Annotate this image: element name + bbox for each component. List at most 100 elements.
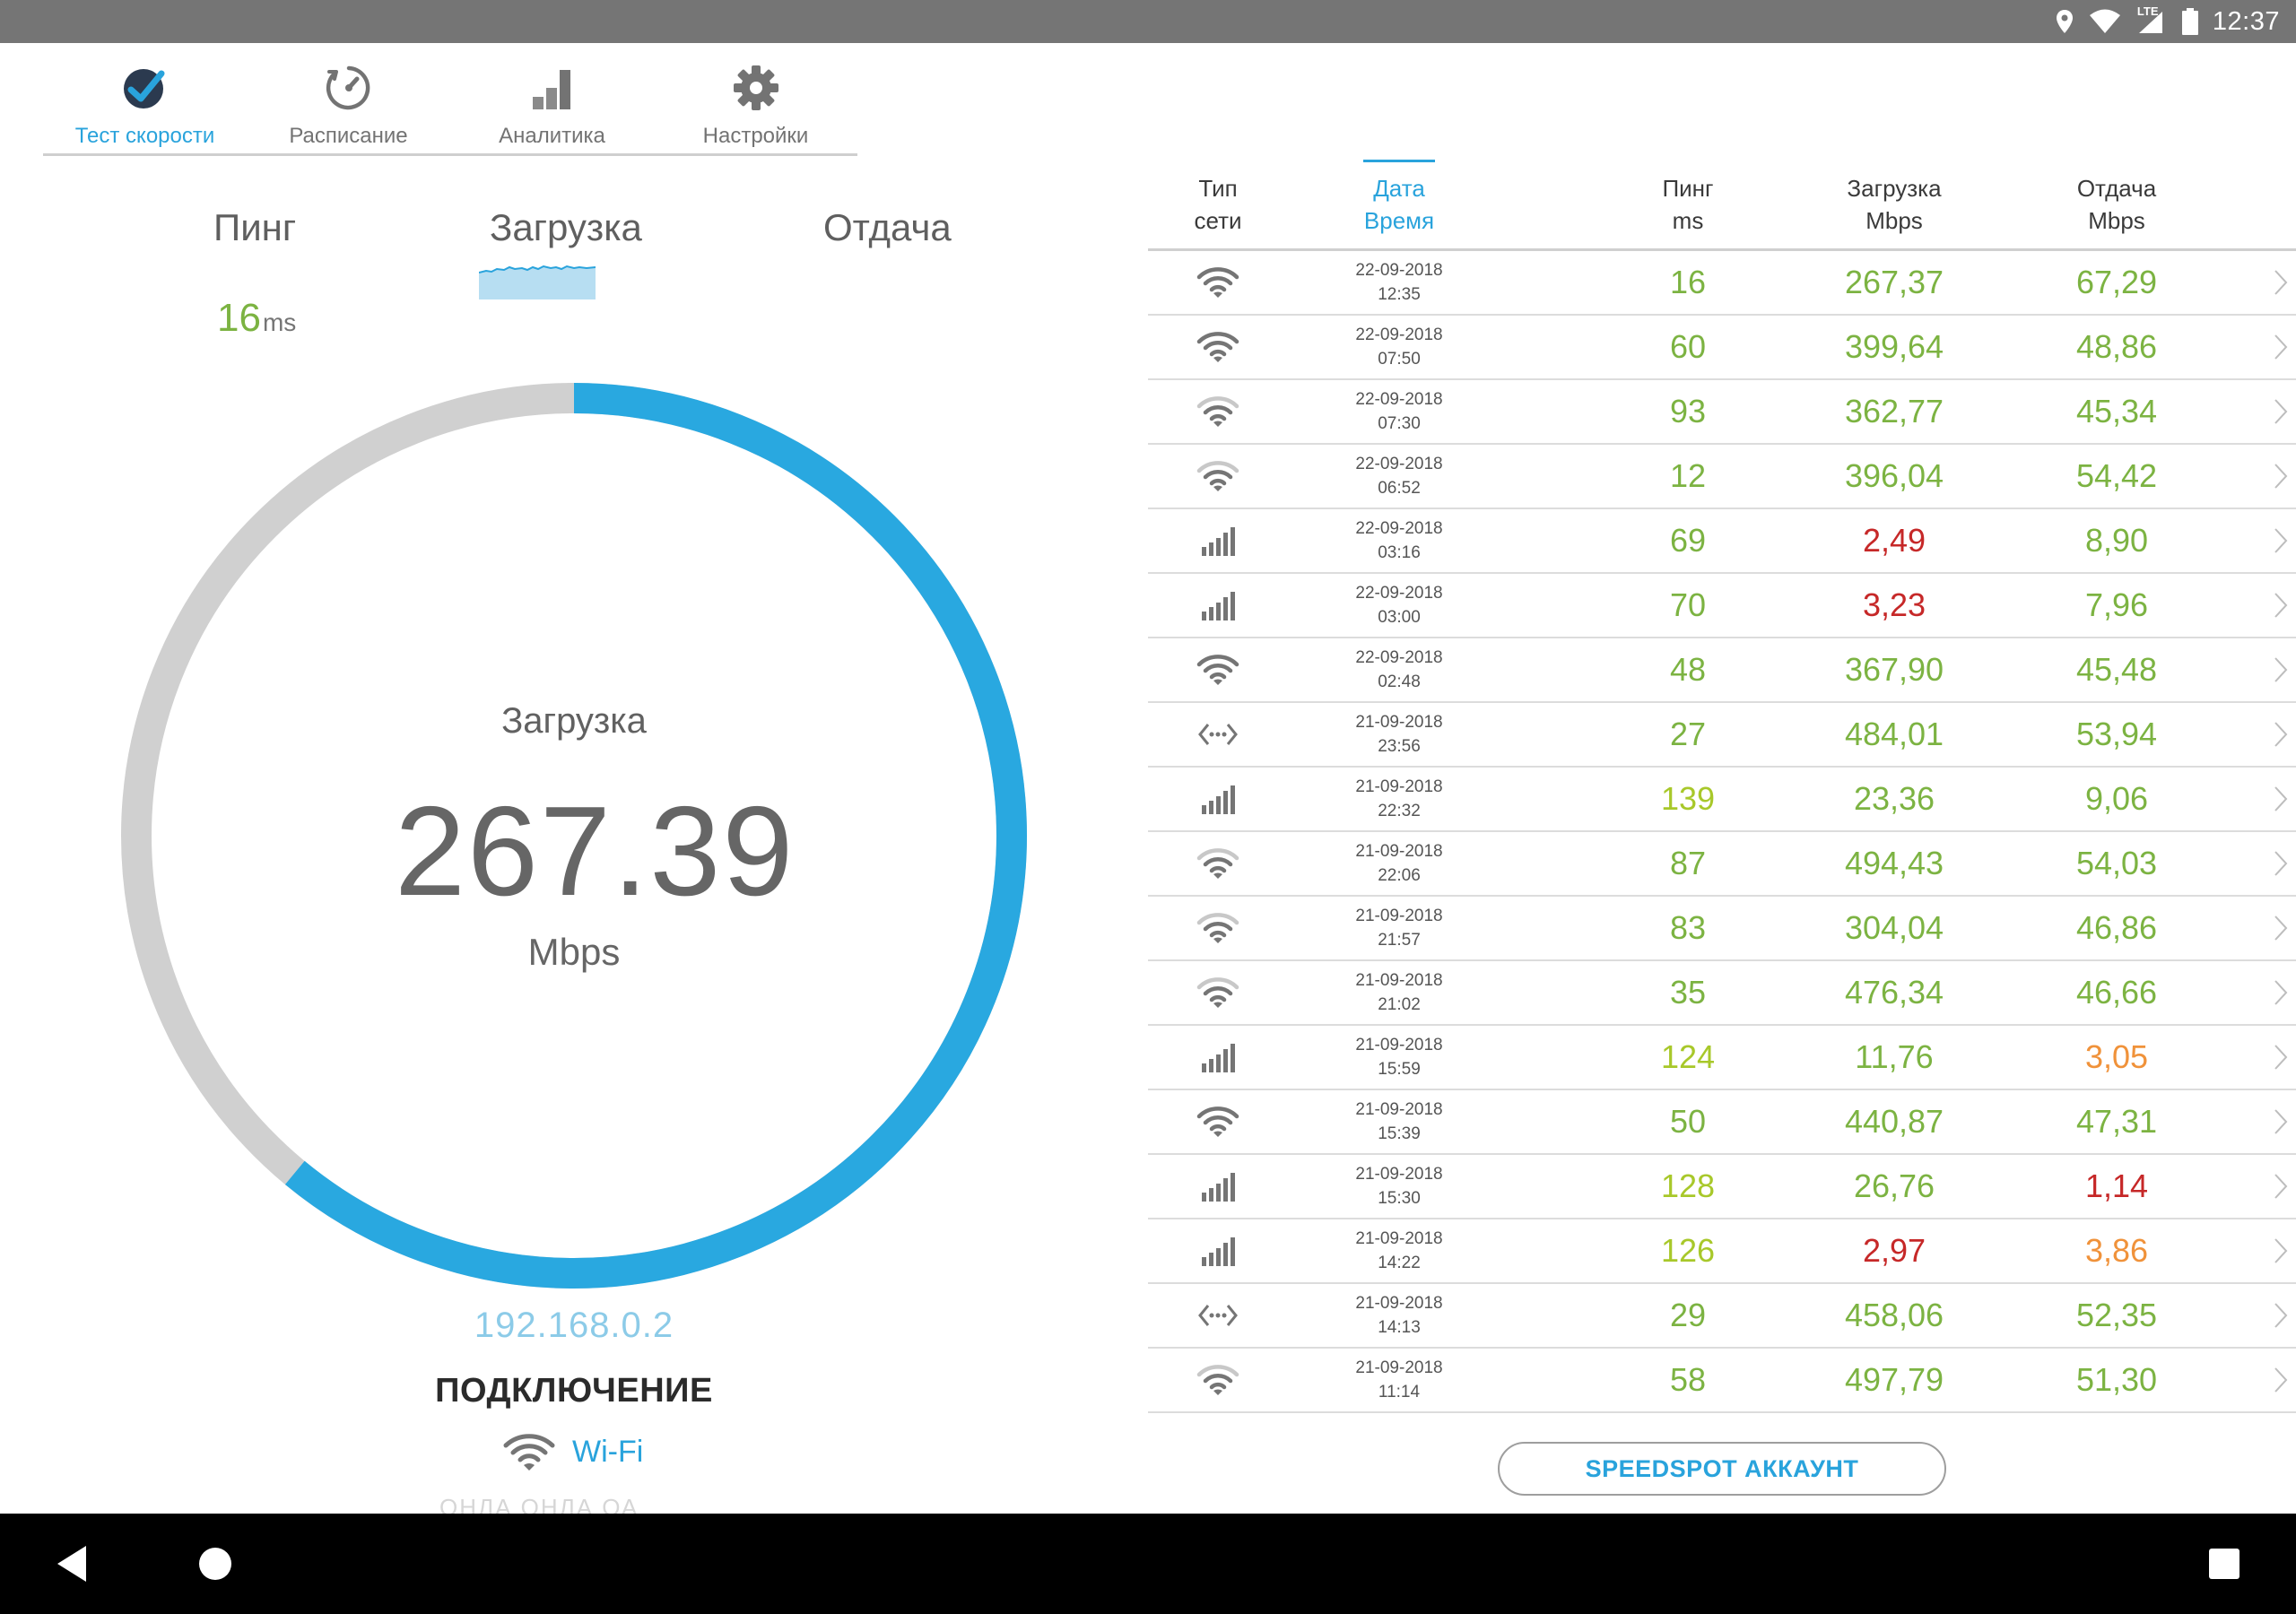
row-datetime: 21-09-2018 15:30 [1309,1155,1489,1218]
chevron-right-icon [2267,1349,2294,1411]
chevron-right-icon [2267,509,2294,572]
cellular-signal-icon [1148,509,1288,572]
row-datetime: 21-09-2018 15:39 [1309,1090,1489,1153]
history-row[interactable]: 22-09-2018 06:52 12 396,04 54,42 [1148,445,2296,509]
row-download: 11,76 [1855,1038,1934,1075]
nav-recents-button[interactable] [2174,1514,2274,1614]
history-row[interactable]: 21-09-2018 15:30 128 26,76 1,14 [1148,1155,2296,1219]
row-ping: 27 [1669,716,1707,752]
ping-result: 16ms [217,296,296,341]
header-download[interactable]: Загрузка Mbps [1847,175,1942,234]
nav-home-button[interactable] [165,1514,265,1614]
chevron-right-icon [2267,1219,2294,1282]
header-ping[interactable]: Пинг ms [1662,175,1714,234]
cellular-signal-icon [1148,1155,1288,1218]
speedspot-account-button[interactable]: SPEEDSPOT АККАУНТ [1498,1442,1946,1496]
row-download: 476,34 [1844,974,1944,1011]
gauge-progress [121,383,1027,1289]
row-time: 02:48 [1378,672,1421,691]
history-row[interactable]: 21-09-2018 21:02 35 476,34 46,66 [1148,961,2296,1026]
chevron-right-icon [2267,1090,2294,1153]
lte-label: LTE [2136,4,2159,18]
history-row[interactable]: 21-09-2018 14:22 126 2,97 3,86 [1148,1219,2296,1284]
history-row[interactable]: 21-09-2018 15:59 124 11,76 3,05 [1148,1026,2296,1090]
row-time: 21:57 [1378,931,1421,950]
speed-test-check-icon [120,63,170,113]
history-row[interactable]: 21-09-2018 22:06 87 494,43 54,03 [1148,832,2296,897]
history-row[interactable]: 21-09-2018 21:57 83 304,04 46,86 [1148,897,2296,961]
history-row[interactable]: 21-09-2018 14:13 29 458,06 52,35 [1148,1284,2296,1349]
chevron-right-icon [2267,445,2294,508]
row-time: 14:22 [1378,1254,1421,1272]
history-row[interactable]: 22-09-2018 07:30 93 362,77 45,34 [1148,380,2296,445]
wifi-icon [1148,897,1288,959]
metric-ping-label[interactable]: Пинг [213,206,297,248]
tab-schedule[interactable]: Расписание [247,56,450,153]
row-datetime: 22-09-2018 06:52 [1309,445,1489,508]
row-download: 2,97 [1862,1232,1926,1269]
header-date-time[interactable]: Дата Время [1327,160,1471,237]
row-upload: 51,30 [2075,1361,2158,1398]
row-date: 22-09-2018 [1355,455,1443,473]
tab-settings[interactable]: Настройки [654,56,857,153]
chevron-right-icon [2267,316,2294,378]
row-date: 22-09-2018 [1355,390,1443,409]
row-date: 22-09-2018 [1355,325,1443,344]
row-download: 304,04 [1844,909,1944,946]
metric-download-label[interactable]: Загрузка [490,206,642,248]
history-table: Тип сети Дата Время Пинг ms Загрузка Mbp… [1148,152,2296,1413]
history-rows: 22-09-2018 12:35 16 267,37 67,29 22-09-2018 07… [1148,251,2296,1413]
row-upload: 46,66 [2075,974,2158,1011]
row-download: 23,36 [1853,780,1935,817]
chevron-right-icon [2267,1155,2294,1218]
history-row[interactable]: 21-09-2018 11:14 58 497,79 51,30 [1148,1349,2296,1413]
wifi-icon [503,1434,555,1471]
chevron-right-icon [2267,638,2294,701]
header-upload[interactable]: Отдача Mbps [2076,175,2157,234]
row-upload: 54,42 [2075,457,2158,494]
history-row[interactable]: 22-09-2018 12:35 16 267,37 67,29 [1148,251,2296,316]
history-row[interactable]: 21-09-2018 23:56 27 484,01 53,94 [1148,703,2296,768]
tab-schedule-label: Расписание [289,124,408,148]
row-download: 362,77 [1844,393,1944,430]
row-upload: 7,96 [2084,586,2149,623]
row-upload: 3,05 [2084,1038,2149,1075]
wifi-icon [1148,380,1288,443]
row-date: 22-09-2018 [1355,584,1443,603]
row-ping: 83 [1669,909,1707,946]
history-row[interactable]: 21-09-2018 15:39 50 440,87 47,31 [1148,1090,2296,1155]
history-row[interactable]: 22-09-2018 03:00 70 3,23 7,96 [1148,574,2296,638]
row-download: 458,06 [1844,1297,1944,1333]
wifi-icon [1148,1349,1288,1411]
row-upload: 9,06 [2084,780,2149,817]
cellular-signal-icon [1148,768,1288,830]
header-network-type[interactable]: Тип сети [1194,175,1242,234]
row-datetime: 21-09-2018 21:57 [1309,897,1489,959]
row-datetime: 22-09-2018 07:50 [1309,316,1489,378]
row-datetime: 21-09-2018 11:14 [1309,1349,1489,1411]
history-row[interactable]: 22-09-2018 02:48 48 367,90 45,48 [1148,638,2296,703]
tab-analytics-label: Аналитика [499,124,605,148]
row-upload: 45,48 [2075,651,2158,688]
battery-icon [2181,8,2198,35]
row-ping: 58 [1669,1361,1707,1398]
gauge-value: 267.39 [395,780,796,923]
row-download: 26,76 [1853,1167,1935,1204]
location-pin-icon [2056,10,2073,33]
row-datetime: 22-09-2018 03:00 [1309,574,1489,637]
row-time: 07:50 [1378,350,1421,369]
wifi-icon [1148,961,1288,1024]
metric-upload-label[interactable]: Отдача [823,206,952,248]
tab-speed-test[interactable]: Тест скорости [43,56,247,156]
wifi-status-icon [2089,9,2120,33]
tab-analytics[interactable]: Аналитика [450,56,654,153]
nav-back-button[interactable] [22,1514,122,1614]
row-datetime: 21-09-2018 14:22 [1309,1219,1489,1282]
history-row[interactable]: 22-09-2018 03:16 69 2,49 8,90 [1148,509,2296,574]
row-upload: 53,94 [2075,716,2158,752]
history-row[interactable]: 21-09-2018 22:32 139 23,36 9,06 [1148,768,2296,832]
cellular-signal-icon [1148,574,1288,637]
history-row[interactable]: 22-09-2018 07:50 60 399,64 48,86 [1148,316,2296,380]
chevron-right-icon [2267,574,2294,637]
cellular-signal-icon [1148,1026,1288,1089]
